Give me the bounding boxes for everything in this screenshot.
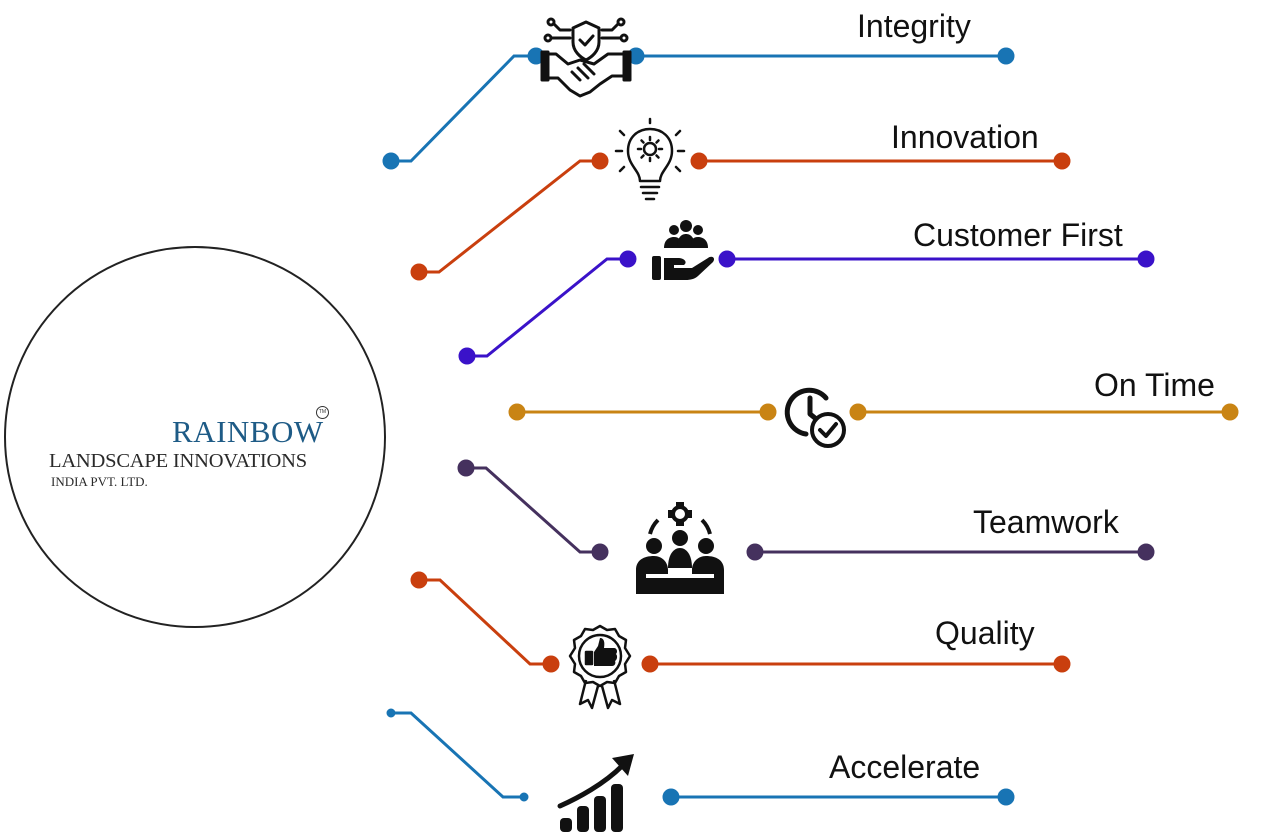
connector-quality: [410, 571, 1071, 673]
value-label-integrity: Integrity: [857, 8, 971, 44]
connector-accelerate: [386, 708, 1015, 806]
lightbulb-gear-icon: [614, 117, 686, 201]
team-gear-icon: [636, 502, 724, 594]
brand-company: INDIA PVT. LTD.: [51, 474, 148, 489]
value-label-on-time: On Time: [1094, 367, 1215, 403]
connector-customer-first: [458, 250, 1155, 365]
hand-people-icon: [652, 220, 715, 280]
value-label-innovation: Innovation: [891, 119, 1039, 155]
logo-circle: [4, 246, 386, 628]
connector-integrity: [382, 47, 1015, 170]
brand-name: RAINBOW: [172, 414, 324, 449]
connector-innovation: [410, 152, 1071, 281]
value-label-customer-first: Customer First: [913, 217, 1123, 253]
badge-thumbsup-icon: [568, 624, 632, 710]
handshake-shield-icon: [540, 17, 632, 98]
trademark-mark: TM: [316, 406, 329, 419]
connector-on-time: [508, 403, 1239, 421]
growth-chart-icon: [557, 754, 634, 832]
clock-check-icon: [784, 387, 846, 448]
value-label-quality: Quality: [935, 615, 1035, 651]
brand-tagline: LANDSCAPE INNOVATIONS: [49, 450, 307, 472]
value-label-teamwork: Teamwork: [973, 504, 1119, 540]
connector-teamwork: [457, 459, 1155, 561]
value-label-accelerate: Accelerate: [829, 749, 981, 785]
